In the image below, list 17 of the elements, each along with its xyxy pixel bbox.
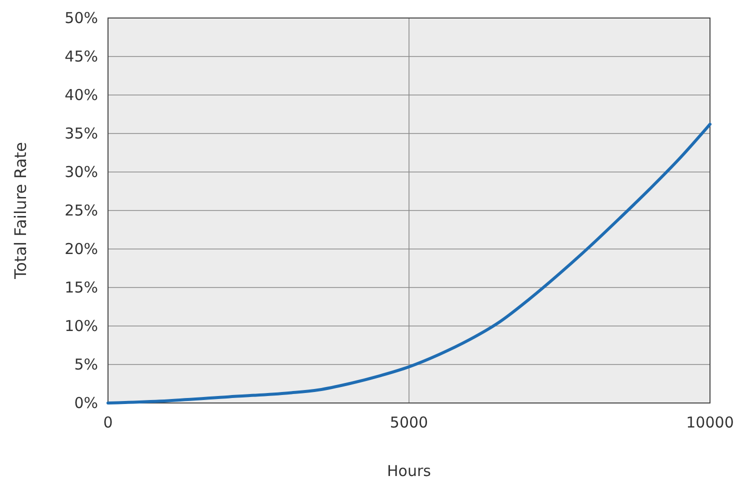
y-tick-label: 50%	[64, 8, 98, 27]
x-tick-label: 0	[103, 414, 113, 432]
y-tick-label: 15%	[64, 278, 98, 296]
x-axis-title: Hours	[387, 462, 432, 480]
x-tick-label: 10000	[686, 414, 734, 432]
y-tick-label: 40%	[64, 86, 98, 104]
y-axis-title: Total Failure Rate	[11, 142, 30, 280]
y-tick-label: 10%	[64, 316, 98, 335]
y-tick-label: 30%	[64, 162, 98, 181]
y-tick-label: 45%	[64, 47, 98, 66]
y-tick-label: 20%	[64, 240, 98, 258]
line-series	[106, 122, 712, 404]
y-tick-label: 35%	[64, 124, 98, 142]
y-tick-label: 25%	[64, 201, 98, 220]
y-tick-label: 0%	[74, 394, 98, 412]
y-tick-label: 5%	[74, 355, 98, 374]
x-tick-label: 5000	[390, 414, 428, 432]
